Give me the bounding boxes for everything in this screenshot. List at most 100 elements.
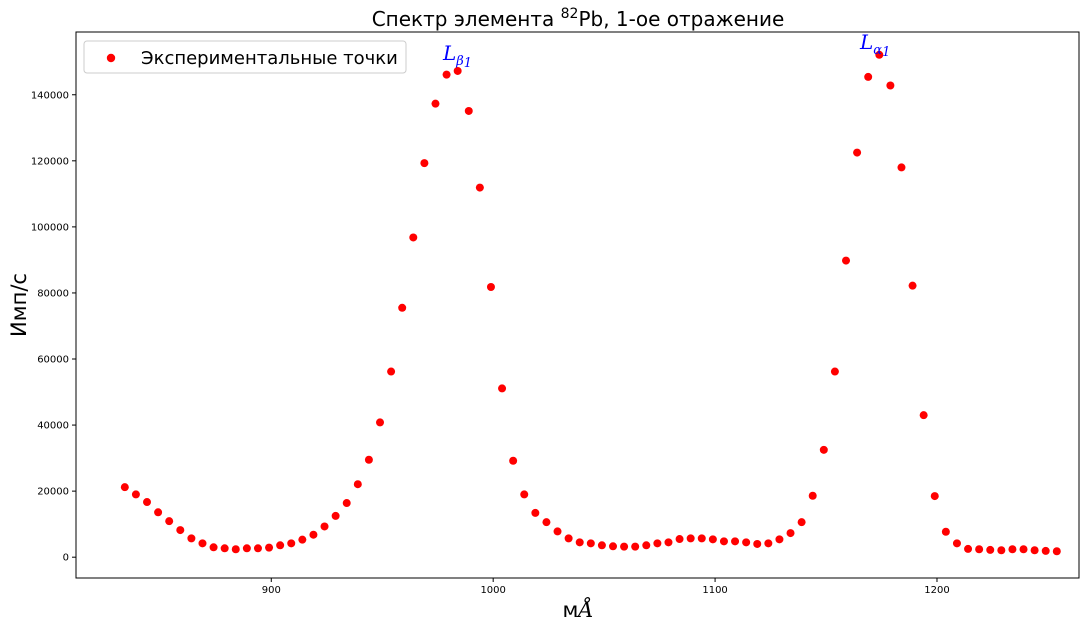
y-tick-label: 60000: [37, 355, 69, 366]
legend: Экспериментальные точки: [83, 40, 407, 74]
data-point: [187, 534, 196, 543]
data-point: [786, 529, 795, 538]
data-point: [975, 545, 984, 554]
chart-title: Спектр элемента 82Pb, 1-ое отражение: [372, 6, 785, 31]
data-point: [664, 538, 673, 547]
x-tick-label: 1200: [924, 585, 949, 596]
data-point: [409, 233, 418, 242]
data-point: [897, 163, 906, 172]
data-point: [353, 480, 362, 489]
data-point: [475, 183, 484, 192]
data-point: [453, 66, 462, 75]
data-point: [908, 281, 917, 290]
data-point: [997, 546, 1006, 555]
data-point: [498, 384, 507, 393]
data-point: [753, 539, 762, 548]
data-point: [265, 543, 274, 552]
data-point: [586, 539, 595, 548]
annotation-l-alpha1: Lα1: [859, 30, 890, 60]
data-point: [486, 282, 495, 291]
data-point: [819, 445, 828, 454]
annotation-l-alpha1-symbol: α: [873, 43, 882, 58]
x-tick-label: 1000: [480, 585, 505, 596]
legend-marker: [106, 53, 116, 63]
data-point: [1008, 545, 1017, 554]
data-point: [609, 542, 618, 551]
data-point: [620, 542, 629, 551]
data-point: [1041, 546, 1050, 555]
annotation-l-alpha1-index: 1: [882, 45, 890, 60]
y-tick-label: 0: [63, 553, 69, 564]
data-point: [1052, 547, 1061, 556]
axis-ticks: 900 1000 1100 1200 0 20000 40000 60000 80000 1000…: [31, 90, 950, 596]
title-suffix: Pb, 1-ое отражение: [578, 7, 784, 31]
plot-area: [75, 31, 1080, 579]
x-axis-label-prefix: м: [562, 598, 578, 622]
data-point: [398, 303, 407, 312]
data-point: [686, 534, 695, 543]
data-point: [830, 367, 839, 376]
data-point: [309, 530, 318, 539]
data-point: [542, 518, 551, 527]
data-point: [719, 537, 728, 546]
title-superscript: 82: [561, 6, 579, 22]
data-point: [553, 527, 562, 536]
data-point: [986, 545, 995, 554]
y-tick-label: 120000: [31, 156, 69, 167]
x-tick-label: 900: [262, 585, 281, 596]
data-point: [276, 541, 285, 550]
data-point: [320, 522, 329, 531]
data-point: [154, 508, 163, 517]
y-tick-label: 40000: [37, 421, 69, 432]
data-point: [964, 544, 973, 553]
data-point: [842, 256, 851, 265]
data-point: [387, 367, 396, 376]
data-point: [420, 159, 429, 168]
data-point: [952, 539, 961, 548]
y-tick-label: 80000: [37, 288, 69, 299]
data-point: [509, 456, 518, 465]
plot-frame: [75, 31, 1080, 579]
data-point: [198, 539, 207, 548]
data-point: [131, 490, 140, 499]
data-point: [631, 542, 640, 551]
data-point: [742, 538, 751, 547]
data-point: [675, 535, 684, 544]
annotation-l-beta1-symbol: β: [455, 54, 464, 69]
data-point: [464, 106, 473, 115]
data-point: [442, 70, 451, 79]
data-point: [930, 492, 939, 501]
data-point: [364, 455, 373, 464]
legend-box: [83, 40, 407, 74]
data-point: [797, 518, 806, 527]
annotation-l-beta1-index: 1: [464, 56, 472, 71]
data-point: [342, 499, 351, 508]
data-point: [764, 539, 773, 548]
data-point: [642, 541, 651, 550]
data-point: [220, 544, 229, 553]
data-point: [564, 534, 573, 543]
data-point: [1030, 546, 1039, 555]
title-prefix: Спектр элемента: [372, 7, 561, 31]
data-point: [231, 545, 240, 554]
legend-label: Экспериментальные точки: [141, 48, 398, 69]
data-point: [731, 537, 740, 546]
data-point: [242, 544, 251, 553]
data-point: [209, 543, 218, 552]
data-point: [331, 511, 340, 520]
data-point: [653, 539, 662, 548]
data-point: [120, 483, 129, 492]
y-tick-label: 20000: [37, 487, 69, 498]
data-point: [165, 517, 174, 526]
data-point: [376, 418, 385, 427]
x-tick-label: 1100: [702, 585, 727, 596]
data-point: [597, 541, 606, 550]
data-point: [886, 81, 895, 90]
x-axis-label-symbol: Å: [575, 597, 593, 622]
data-point: [919, 411, 928, 420]
data-point: [575, 538, 584, 547]
data-point: [875, 50, 884, 59]
annotation-l-beta1: Lβ1: [442, 41, 472, 71]
data-point: [287, 539, 296, 548]
